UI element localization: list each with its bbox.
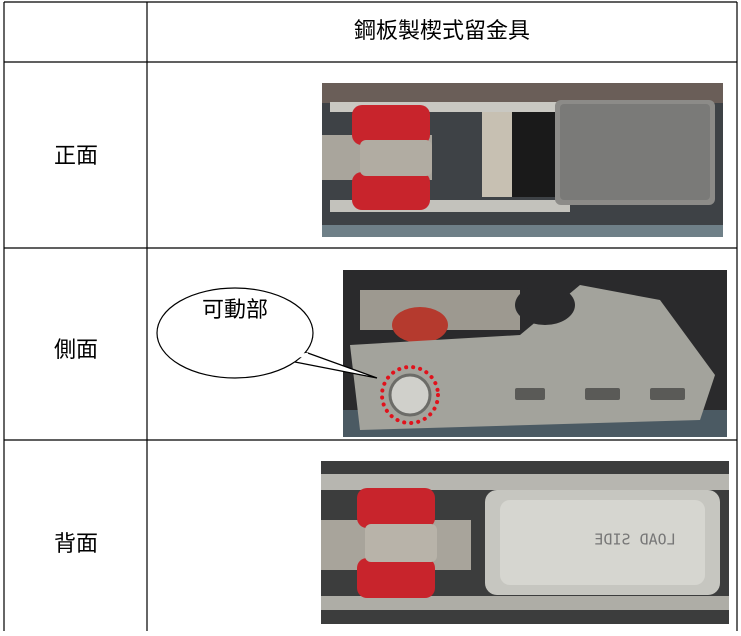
photo-side xyxy=(343,270,727,437)
row-label: 背面 xyxy=(54,531,98,556)
table-grid xyxy=(3,1,738,631)
photo-text: LOAD SIDE xyxy=(594,531,675,549)
photo-back: LOAD SIDE xyxy=(321,461,729,624)
callout-bubble xyxy=(156,287,314,379)
callout-text: 可動部 xyxy=(202,297,268,322)
photo-front xyxy=(322,83,723,237)
header-title: 鋼板製楔式留金具 xyxy=(354,18,530,43)
callout: 可動部 xyxy=(156,287,378,379)
row-label: 側面 xyxy=(54,337,98,362)
highlight-circle xyxy=(380,365,440,425)
row-label: 正面 xyxy=(54,143,98,168)
